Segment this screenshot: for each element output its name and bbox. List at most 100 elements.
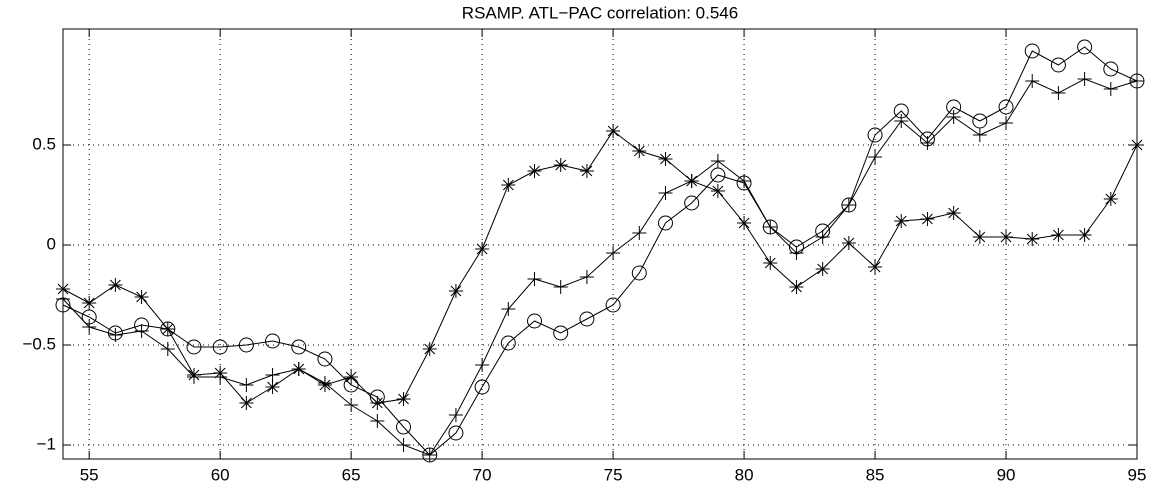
plot-frame: [62, 28, 1138, 460]
plus-marker: [868, 150, 883, 164]
star-marker: [422, 342, 437, 356]
plus-marker: [737, 174, 752, 188]
plus-marker: [475, 358, 490, 372]
circle-marker: [527, 313, 543, 329]
star-marker: [841, 236, 856, 250]
circle-marker: [1077, 39, 1093, 55]
star-marker: [317, 378, 332, 392]
circle-marker: [238, 337, 254, 353]
x-tick-label: 55: [80, 465, 99, 484]
plus-marker: [1103, 82, 1118, 96]
x-tick-label: 95: [1128, 465, 1147, 484]
plus-marker: [920, 136, 935, 150]
star-marker: [1025, 232, 1040, 246]
plus-marker: [134, 324, 149, 338]
star-marker: [239, 396, 254, 410]
plus-marker: [1130, 74, 1144, 88]
star-marker: [344, 370, 359, 384]
star-marker: [815, 262, 830, 276]
y-tick-label: 0: [47, 234, 56, 253]
star-marker: [684, 174, 699, 188]
circle-marker: [291, 339, 307, 355]
plus-marker: [108, 328, 123, 342]
plus-marker: [972, 128, 987, 142]
star-marker: [658, 152, 673, 166]
plus-marker: [1077, 72, 1092, 86]
y-tick-label: 0.5: [32, 134, 56, 153]
star-marker: [737, 216, 752, 230]
x-tick-label: 75: [604, 465, 623, 484]
star-marker: [632, 144, 647, 158]
plus-marker: [160, 342, 175, 356]
circle-marker: [317, 351, 333, 367]
plus-marker: [710, 154, 725, 168]
star-marker: [1130, 138, 1144, 152]
circle-marker: [605, 297, 621, 313]
y-tick-label: −0.5: [22, 334, 56, 353]
y-tick-label: −1: [37, 434, 56, 453]
star-marker: [763, 256, 778, 270]
star-marker: [134, 290, 149, 304]
plus-marker: [658, 186, 673, 200]
circle-marker: [553, 325, 569, 341]
plus-marker: [763, 220, 778, 234]
star-marker: [972, 230, 987, 244]
circle-marker: [684, 195, 700, 211]
star-marker: [448, 284, 463, 298]
circle-marker: [396, 419, 412, 435]
plus-marker: [894, 114, 909, 128]
star-marker: [291, 362, 306, 376]
star-marker: [579, 164, 594, 178]
plus-marker: [344, 398, 359, 412]
x-tick-label: 65: [342, 465, 361, 484]
series-line: [62, 46, 1138, 456]
star-marker: [475, 242, 490, 256]
x-tick-label: 90: [997, 465, 1016, 484]
x-tick-label: 70: [473, 465, 492, 484]
star-marker: [1051, 228, 1066, 242]
star-marker: [894, 214, 909, 228]
star-marker: [553, 158, 568, 172]
circle-marker: [1103, 61, 1119, 77]
circle-marker: [867, 127, 883, 143]
plus-marker: [396, 438, 411, 452]
plus-marker: [789, 246, 804, 260]
star-marker: [606, 124, 621, 138]
circle-marker: [1050, 57, 1066, 73]
plus-marker: [239, 378, 254, 392]
circle-marker: [657, 215, 673, 231]
plus-marker: [606, 246, 621, 260]
plus-marker: [579, 270, 594, 284]
circle-marker: [265, 333, 281, 349]
star-marker: [946, 206, 961, 220]
circle-marker: [212, 339, 228, 355]
circle-marker: [1024, 43, 1040, 59]
x-tick-label: 85: [866, 465, 885, 484]
star-marker: [789, 280, 804, 294]
circle-marker: [579, 311, 595, 327]
plus-marker: [370, 414, 385, 428]
circle-marker: [186, 339, 202, 355]
plus-marker: [1051, 86, 1066, 100]
x-tick-label: 60: [211, 465, 230, 484]
x-tick-label: 80: [735, 465, 754, 484]
star-marker: [186, 368, 201, 382]
circle-marker: [631, 265, 647, 281]
plus-marker: [841, 198, 856, 212]
star-marker: [710, 184, 725, 198]
star-marker: [396, 392, 411, 406]
star-marker: [1077, 228, 1092, 242]
plus-marker: [265, 368, 280, 382]
circle-marker: [448, 425, 464, 441]
plus-marker: [501, 302, 516, 316]
plus-marker: [422, 448, 437, 462]
chart-title: RSAMP. ATL−PAC correlation: 0.546: [462, 3, 738, 22]
series-line: [62, 78, 1138, 456]
plus-marker: [553, 280, 568, 294]
star-marker: [1103, 192, 1118, 206]
plus-marker: [815, 230, 830, 244]
plus-marker: [82, 320, 97, 334]
